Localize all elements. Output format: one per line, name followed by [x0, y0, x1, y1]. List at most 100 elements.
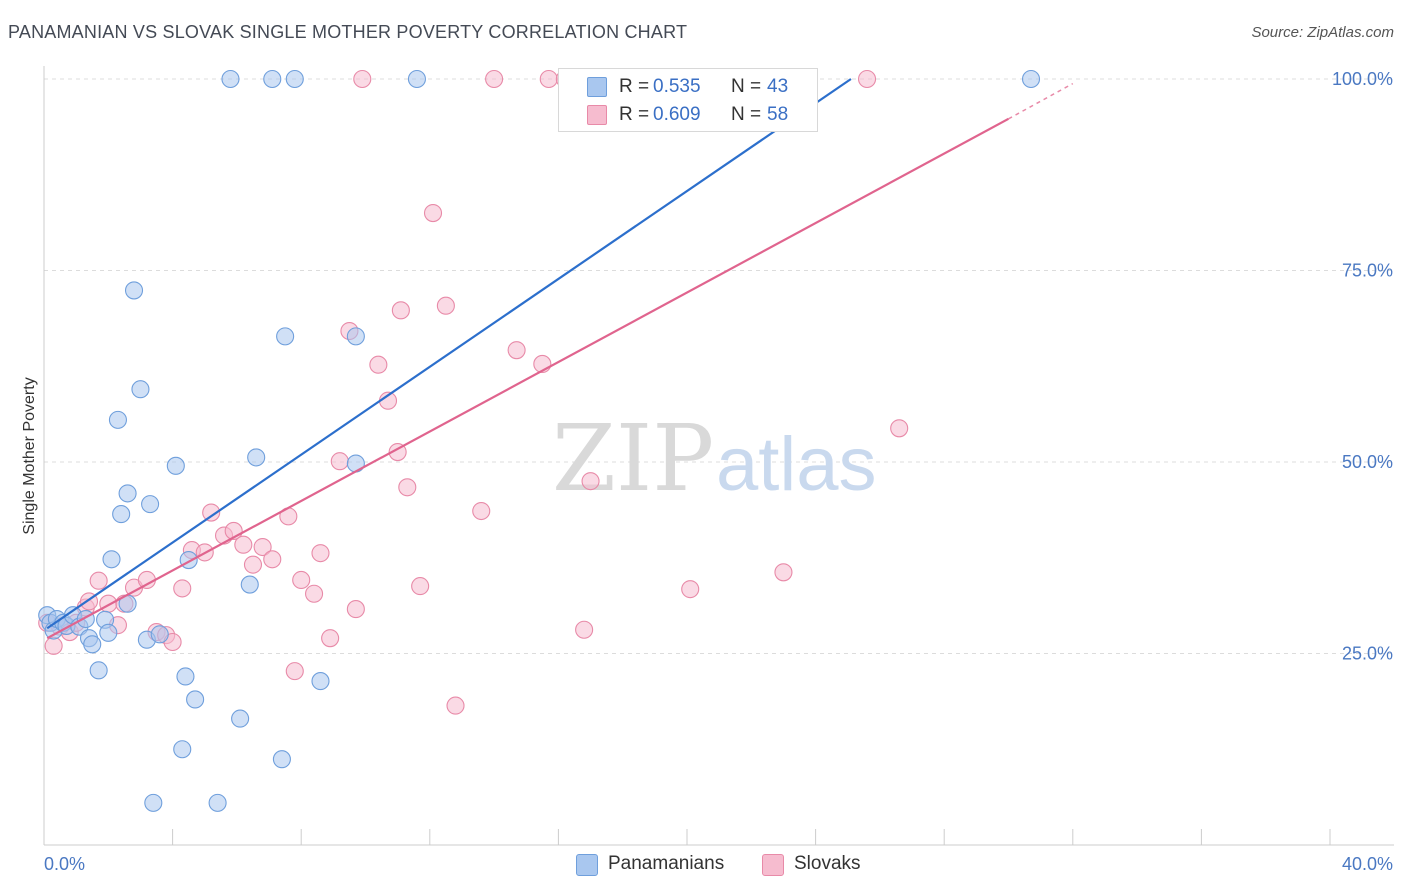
slovak-point: [507, 341, 526, 360]
panamanian-point: [208, 793, 227, 812]
y-tick-label: 100.0%: [1332, 69, 1393, 89]
legend-n-value: 58: [767, 104, 789, 125]
watermark: ZIP atlas: [552, 405, 877, 512]
slovak-point: [89, 571, 108, 590]
x-tick-label: 40.0%: [1342, 854, 1393, 874]
slovak-point: [173, 579, 192, 598]
slovak-point: [681, 580, 700, 599]
tick-labels: 25.0% 50.0% 75.0% 100.0% 0.0% 40.0%: [44, 69, 1393, 874]
panamanian-point: [89, 661, 108, 680]
slovak-point: [285, 662, 304, 681]
slovak-point: [398, 478, 417, 497]
slovak-point: [539, 69, 558, 89]
slovak-point: [485, 69, 504, 89]
slovak-trend-extension: [1008, 82, 1074, 120]
panamanian-point: [276, 327, 295, 346]
y-tick-label: 25.0%: [1342, 644, 1393, 664]
legend-n-label: N =: [731, 104, 762, 125]
legend-r-value: 0.609: [653, 104, 701, 125]
panamanian-point: [346, 327, 365, 346]
panamanian-point: [311, 672, 330, 691]
slovak-point: [44, 636, 63, 655]
legend-label-panamanians: Panamanians: [608, 853, 725, 874]
slovak-trend-line: [46, 117, 1010, 640]
slovak-point: [353, 69, 372, 89]
stats-legend: R = 0.535 N = 43 R = 0.609 N = 58: [558, 68, 818, 132]
panamanian-point: [124, 281, 144, 300]
slovak-point: [321, 629, 340, 648]
slovak-point: [411, 577, 430, 596]
slovak-point: [890, 419, 909, 438]
panamanian-point: [144, 793, 163, 812]
watermark-zip: ZIP: [552, 405, 714, 512]
panamanian-point: [118, 484, 137, 503]
slovak-point: [202, 503, 221, 522]
legend-n-label: N =: [731, 76, 762, 97]
slovak-point: [369, 355, 388, 374]
panamanian-point: [346, 454, 365, 473]
panamanian-point: [240, 575, 259, 594]
slovak-point: [446, 696, 465, 715]
slovak-point: [423, 204, 443, 223]
slovak-point: [253, 537, 272, 557]
legend-n-value: 43: [767, 76, 789, 97]
panamanian-point: [285, 69, 304, 89]
chart-title: PANAMANIAN VS SLOVAK SINGLE MOTHER POVER…: [8, 22, 688, 42]
legend-r-label: R =: [619, 104, 650, 125]
slovak-point: [391, 301, 410, 320]
panamanian-point: [1021, 69, 1041, 89]
panamanian-point: [176, 667, 195, 686]
legend-row-slovaks: R = 0.609 N = 58: [559, 101, 817, 127]
trend-lines: [46, 78, 1074, 640]
slovak-point: [346, 600, 365, 619]
panamanian-point: [247, 448, 266, 467]
source-label: Source: ZipAtlas.com: [1251, 24, 1394, 41]
x-tick-label: 0.0%: [44, 854, 85, 874]
slovak-point: [234, 535, 253, 554]
panamanian-point: [166, 456, 185, 475]
slovak-point: [330, 452, 349, 471]
slovak-point: [311, 544, 330, 563]
panamanian-point: [263, 69, 282, 89]
legend-swatch-pink: [587, 105, 607, 125]
panamanian-point: [407, 69, 426, 89]
panamanian-point: [173, 740, 192, 759]
panamanian-point: [131, 380, 150, 399]
panamanian-point: [221, 69, 240, 89]
panamanian-point: [272, 750, 291, 769]
y-tick-label: 50.0%: [1342, 452, 1393, 472]
slovak-point: [436, 296, 455, 315]
panamanian-point: [102, 550, 121, 569]
panamanian-point: [99, 623, 118, 642]
slovak-point: [472, 501, 491, 521]
slovak-point: [99, 594, 118, 613]
slovak-point: [581, 472, 600, 491]
legend-swatch-slovaks: [762, 854, 784, 876]
legend-row-panamanians: R = 0.535 N = 43: [559, 73, 817, 99]
legend-swatch-blue: [587, 77, 607, 97]
panamanian-trend-line: [46, 78, 852, 630]
axes: [43, 66, 1394, 846]
slovak-point: [857, 69, 877, 89]
slovak-point: [243, 555, 263, 574]
legend-r-label: R =: [619, 76, 650, 97]
panamanian-point: [141, 495, 160, 514]
panamanian-point: [150, 625, 169, 644]
slovak-point: [774, 563, 793, 582]
panamanian-point: [112, 505, 131, 524]
slovak-point: [292, 570, 311, 590]
y-axis-label: Single Mother Poverty: [21, 377, 38, 534]
watermark-atlas: atlas: [716, 422, 877, 507]
series-legend: Panamanians Slovaks: [576, 852, 876, 876]
legend-swatch-panamanians: [576, 854, 598, 876]
slovak-point: [575, 620, 594, 639]
slovak-point: [305, 584, 324, 603]
panamanian-point: [108, 410, 127, 429]
panamanian-point: [186, 690, 205, 709]
slovak-point: [263, 550, 282, 569]
legend-r-value: 0.535: [653, 76, 701, 97]
data-points: [38, 69, 1041, 812]
y-tick-label: 75.0%: [1342, 261, 1393, 281]
legend-label-slovaks: Slovaks: [794, 853, 861, 874]
